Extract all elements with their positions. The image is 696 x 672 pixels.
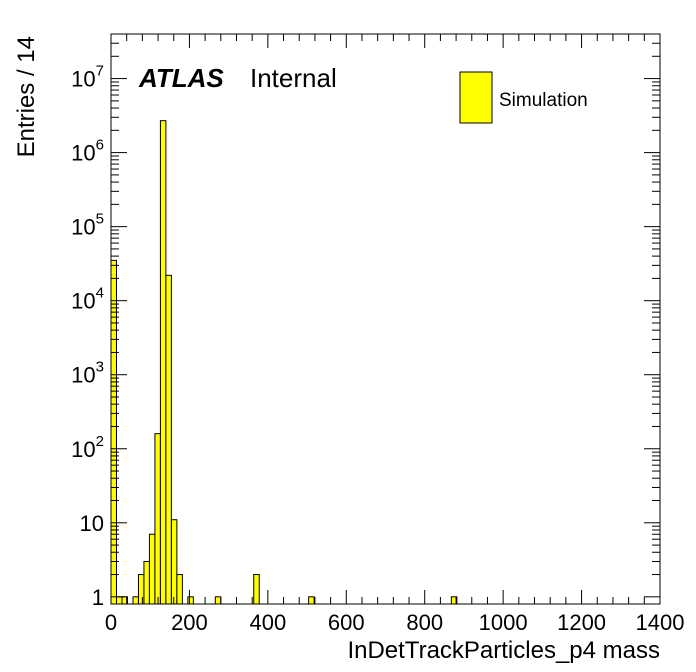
x-tick-label: 1000 (479, 610, 528, 635)
y-axis-title: Entries / 14 (13, 36, 40, 157)
x-axis-title: InDetTrackParticles_p4 mass (347, 637, 660, 664)
y-tick-label: 104 (71, 285, 104, 314)
y-tick-label: 106 (71, 137, 104, 166)
legend-swatch (459, 71, 493, 124)
histogram-bars (110, 120, 458, 605)
axis-ticks (110, 33, 661, 604)
histogram-bar (170, 519, 178, 605)
histogram-bar (132, 596, 139, 605)
x-tick-label: 0 (105, 610, 117, 635)
y-tick-label: 103 (71, 359, 104, 388)
y-tick-label: 105 (71, 211, 104, 240)
histogram-bar (154, 433, 161, 605)
y-tick-label: 107 (71, 63, 104, 92)
histogram-bar (214, 596, 222, 605)
plot-frame (110, 33, 661, 605)
histogram-bar (308, 596, 315, 605)
x-tick-label: 400 (249, 610, 286, 635)
y-tick-label: 1 (92, 585, 104, 610)
x-tick-label: 600 (328, 610, 365, 635)
histogram-bar (187, 596, 194, 605)
histogram-bar (143, 561, 150, 605)
internal-label: Internal (250, 63, 337, 93)
histogram-bar (159, 120, 167, 605)
legend-label: Simulation (499, 90, 588, 111)
x-tick-label: 1200 (557, 610, 606, 635)
x-tick-label: 1400 (636, 610, 685, 635)
histogram-bar (148, 533, 156, 605)
legend: Simulation (459, 71, 588, 124)
atlas-label: ATLAS (138, 63, 224, 93)
x-tick-labels: 0 200 400 600 800 1000 1200 1400 (105, 610, 685, 635)
histogram-bar (137, 574, 145, 605)
y-tick-labels: 1 10 102 103 104 105 106 107 (71, 63, 104, 610)
x-tick-label: 800 (406, 610, 443, 635)
histogram-bar (115, 596, 123, 605)
histogram-bar (165, 274, 172, 605)
histogram-bar (253, 574, 260, 605)
y-tick-label: 10 (80, 511, 104, 536)
histogram-bar (176, 574, 183, 605)
x-tick-label: 200 (171, 610, 208, 635)
y-tick-label: 102 (71, 433, 104, 462)
